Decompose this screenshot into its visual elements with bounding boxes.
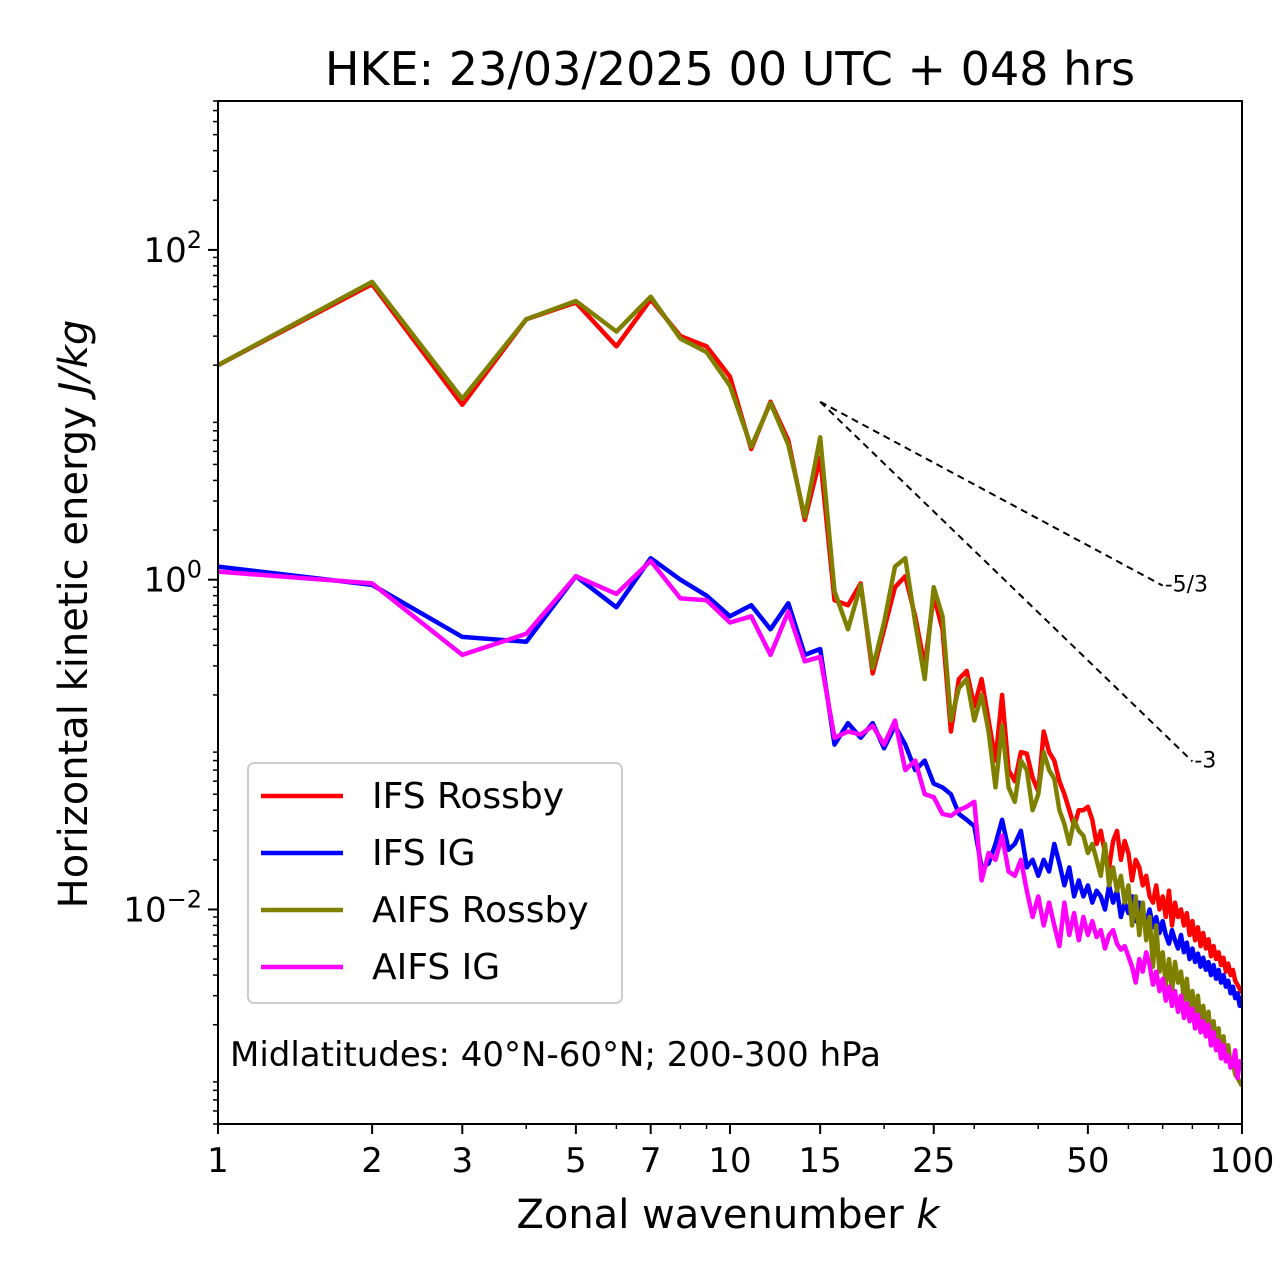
x-axis-label-text: Zonal wavenumber	[516, 1192, 904, 1238]
slope-label: -3	[1194, 748, 1216, 773]
svg-text:Horizontal kinetic energy J/kg: Horizontal kinetic energy J/kg	[51, 320, 97, 909]
plot-frame	[217, 100, 1243, 1125]
axis-ticks: 1 2 3 5 7 10 15 25 50 100 102 100 10−2	[123, 100, 1275, 1181]
x-tick-label: 50	[1066, 1141, 1109, 1181]
y-tick-label: 10−2	[123, 885, 202, 930]
x-tick-label: 10	[708, 1141, 751, 1181]
slope-line	[819, 401, 1194, 763]
legend-frame	[247, 762, 623, 1004]
series-line-aifs-rossby	[218, 279, 1242, 1088]
x-tick-label: 3	[451, 1141, 473, 1181]
x-tick-label: 7	[640, 1141, 662, 1181]
x-axis-label: Zonal wavenumber k	[516, 1192, 941, 1238]
series-line-ifs-ig	[218, 555, 1242, 1009]
legend-label: IFS Rossby	[372, 776, 564, 817]
x-tick-label: 15	[799, 1141, 842, 1181]
y-axis-label-unit: J/kg	[51, 320, 97, 401]
region-annotation: Midlatitudes: 40°N-60°N; 200-300 hPa	[230, 1035, 881, 1075]
x-tick-label: 25	[912, 1141, 955, 1181]
x-tick-label: 100	[1210, 1141, 1275, 1181]
y-axis-label: Horizontal kinetic energy J/kg	[51, 320, 97, 909]
x-axis-label-var: k	[916, 1192, 941, 1238]
plot-area: -5/3 -3	[218, 279, 1242, 1088]
x-tick-label: 1	[207, 1141, 229, 1181]
slope-line	[819, 400, 1164, 587]
y-tick-label: 102	[143, 226, 202, 271]
y-tick-label: 100	[143, 556, 202, 601]
legend-label: IFS IG	[372, 833, 476, 874]
x-tick-label: 5	[565, 1141, 587, 1181]
series-line-aifs-ig	[218, 558, 1242, 1081]
chart-title: HKE: 23/03/2025 00 UTC + 048 hrs	[325, 42, 1135, 96]
legend: IFS Rossby IFS IG AIFS Rossby AIFS IG	[247, 762, 623, 1004]
y-axis-label-text: Horizontal kinetic energy	[51, 406, 97, 908]
series-group	[218, 279, 1242, 1088]
legend-label: AIFS IG	[372, 947, 500, 988]
slope-label: -5/3	[1165, 573, 1208, 598]
legend-label: AIFS Rossby	[372, 890, 589, 931]
x-tick-label: 2	[361, 1141, 383, 1181]
series-line-ifs-rossby	[218, 281, 1242, 995]
